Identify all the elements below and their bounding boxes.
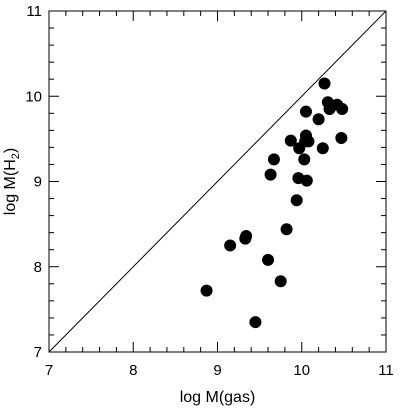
y-tick-label: 7 — [34, 344, 42, 361]
data-point — [200, 284, 213, 297]
minor-ticks — [49, 11, 386, 352]
data-point — [312, 113, 325, 126]
data-point — [284, 134, 297, 147]
x-tick-label: 9 — [213, 362, 221, 379]
y-axis-title-subscript: 2 — [10, 153, 22, 159]
y-axis-title-main: log M(H — [2, 159, 19, 215]
data-point — [274, 275, 287, 288]
identity-reference-line — [48, 10, 387, 353]
data-point — [224, 239, 237, 252]
data-point — [302, 135, 315, 148]
data-point — [264, 168, 277, 181]
x-tick-labels: 7 8 9 10 11 — [45, 362, 394, 379]
y-axis-title-close: ) — [2, 148, 19, 153]
y-tick-label: 10 — [25, 88, 42, 105]
data-point — [300, 174, 313, 187]
y-tick-label: 9 — [34, 174, 42, 191]
data-point — [299, 105, 312, 118]
data-points — [200, 77, 349, 329]
x-tick-label: 11 — [378, 362, 394, 379]
data-point — [335, 132, 348, 145]
major-ticks — [48, 10, 387, 353]
data-point — [240, 230, 253, 243]
data-point — [316, 142, 329, 155]
y-tick-labels: 7 8 9 10 11 — [25, 3, 42, 361]
data-point — [280, 223, 293, 236]
x-axis-title: log M(gas) — [180, 389, 256, 406]
y-tick-label: 8 — [34, 259, 42, 276]
x-tick-label: 7 — [45, 362, 53, 379]
data-point — [267, 153, 280, 166]
data-point — [290, 194, 303, 207]
x-tick-label: 8 — [129, 362, 137, 379]
data-point — [249, 316, 262, 329]
y-tick-label: 11 — [26, 3, 42, 20]
x-tick-label: 10 — [293, 362, 310, 379]
data-point — [298, 153, 311, 166]
data-point — [262, 253, 275, 266]
data-point — [318, 77, 331, 90]
y-axis-title: log M(H2) — [2, 148, 22, 215]
data-point — [336, 103, 349, 116]
